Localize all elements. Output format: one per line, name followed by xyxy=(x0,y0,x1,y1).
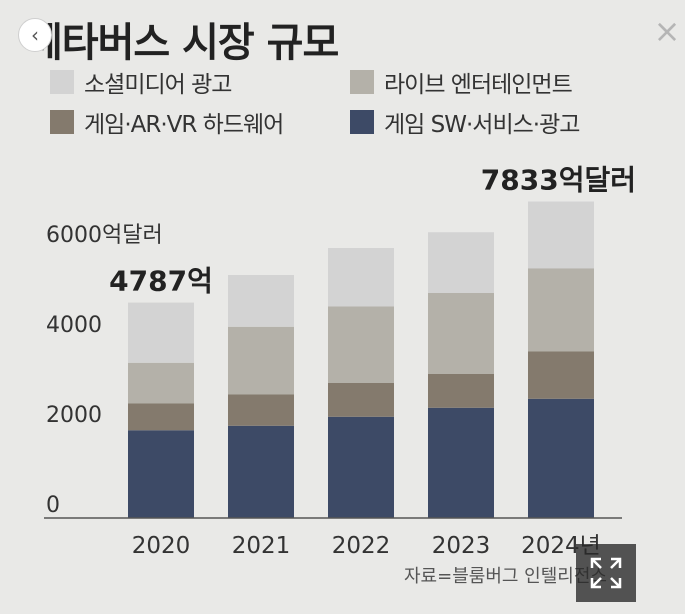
bar-segment xyxy=(528,398,594,518)
legend-swatch xyxy=(350,110,374,134)
bar-segment xyxy=(128,403,194,431)
legend: 소셜미디어 광고 라이브 엔터테인먼트 게임·AR·VR 하드웨어 게임 SW·… xyxy=(50,68,650,138)
legend-item-live-entertainment: 라이브 엔터테인먼트 xyxy=(350,68,650,98)
bar-segment xyxy=(128,302,194,363)
bar-segment xyxy=(428,407,494,518)
total-data-label: 4787억 xyxy=(109,265,213,298)
bar-segment xyxy=(428,232,494,293)
expand-icon[interactable] xyxy=(576,544,636,602)
legend-label: 게임·AR·VR 하드웨어 xyxy=(84,112,284,138)
chart-title: 메타버스 시장 규모 xyxy=(26,20,339,66)
bar-segment xyxy=(228,425,294,518)
bar-segment xyxy=(228,394,294,426)
bar-segment xyxy=(328,248,394,307)
y-tick-label: 6000억달러 xyxy=(46,223,163,248)
legend-swatch xyxy=(350,70,374,94)
chevron-left-icon[interactable]: ‹ xyxy=(18,18,52,52)
bar-segment xyxy=(528,351,594,399)
legend-item-game-software: 게임 SW·서비스·광고 xyxy=(350,108,650,138)
legend-swatch xyxy=(50,70,74,94)
bar-segment xyxy=(128,362,194,404)
expand-glyph xyxy=(590,557,622,589)
legend-label: 소셜미디어 광고 xyxy=(84,72,232,98)
y-tick-label: 4000 xyxy=(46,313,102,338)
legend-label: 라이브 엔터테인먼트 xyxy=(384,72,573,98)
bar-segment xyxy=(528,201,594,269)
bar-segment xyxy=(428,293,494,374)
bar-segment xyxy=(328,306,394,383)
bar-segment xyxy=(328,383,394,417)
y-tick-label: 0 xyxy=(46,493,60,518)
total-data-label: 7833억달러 xyxy=(481,164,636,197)
close-icon[interactable]: × xyxy=(653,12,681,50)
bar-segment xyxy=(528,268,594,352)
bar-segment xyxy=(328,416,394,518)
x-tick-label: 2023 xyxy=(432,533,491,559)
bar-segment xyxy=(128,430,194,518)
legend-item-game-hardware: 게임·AR·VR 하드웨어 xyxy=(50,108,350,138)
y-tick-label: 2000 xyxy=(46,403,102,428)
x-tick-label: 2020 xyxy=(132,533,191,559)
x-tick-label: 2021 xyxy=(232,533,291,559)
bar-segment xyxy=(228,326,294,395)
bar-segment xyxy=(228,275,294,327)
legend-swatch xyxy=(50,110,74,134)
legend-item-social-media-ads: 소셜미디어 광고 xyxy=(50,68,350,98)
source-note: 자료=블룸버그 인텔리전스 xyxy=(404,566,607,587)
x-tick-label: 2022 xyxy=(332,533,391,559)
bar-segment xyxy=(428,374,494,408)
legend-label: 게임 SW·서비스·광고 xyxy=(384,112,580,138)
